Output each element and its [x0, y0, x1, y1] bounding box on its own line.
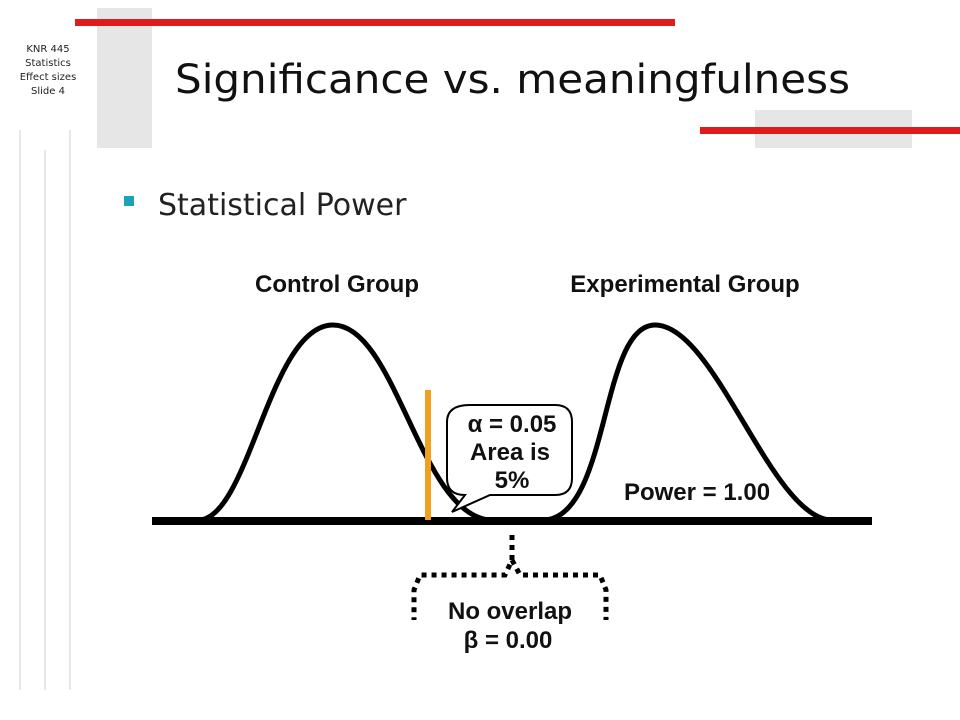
sidebar-line: Slide 4 — [31, 86, 65, 97]
critical-line — [425, 390, 431, 520]
deco-rule — [700, 127, 960, 134]
figure: Control Group Experimental Group α = 0.0… — [152, 271, 872, 654]
sidebar-line: Statistics — [25, 58, 71, 69]
callout-bubble — [446, 404, 573, 513]
experimental-curve — [544, 322, 831, 523]
deco-rule — [75, 19, 675, 26]
callout-line: Area is — [470, 439, 550, 466]
baseline — [152, 517, 872, 525]
bullet-marker — [124, 196, 134, 206]
overlap-line: β = 0.00 — [464, 627, 553, 654]
bullet-text: Statistical Power — [158, 188, 407, 223]
control-curve — [199, 322, 491, 523]
slide-title: Significance vs. meaningfulness — [175, 57, 850, 103]
control-label: Control Group — [255, 271, 419, 298]
sidebar-line: KNR 445 — [26, 44, 69, 55]
overlap-bracket — [411, 535, 609, 620]
callout-line: α = 0.05 — [468, 411, 557, 438]
sidebar-line: Effect sizes — [20, 72, 77, 83]
callout-line: 5% — [495, 467, 530, 494]
power-label: Power = 1.00 — [624, 479, 770, 506]
overlap-line: No overlap — [448, 598, 572, 625]
experimental-label: Experimental Group — [570, 271, 799, 298]
formula-decoration — [19, 130, 71, 690]
deco-block — [97, 8, 152, 148]
